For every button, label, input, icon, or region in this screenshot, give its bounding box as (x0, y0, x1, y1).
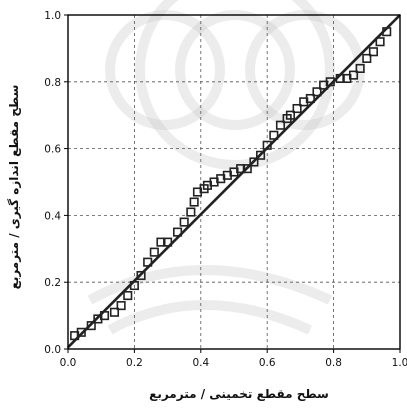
data-point-square (256, 150, 266, 160)
data-point-square (312, 87, 322, 97)
data-point-square (355, 63, 365, 73)
data-point-square (362, 53, 372, 63)
data-point-square (179, 217, 189, 227)
x-axis-title: سطح مقطع تخمینی / مترمربع (149, 387, 329, 401)
data-point-square (249, 157, 259, 167)
x-tick-label: 0.6 (259, 357, 276, 369)
y-axis-title: سطح مقطع اندازه گیری / مترمربع (7, 85, 21, 290)
x-tick-label: 1.0 (392, 357, 407, 369)
data-point-square (149, 247, 159, 257)
x-tick-label: 0.8 (325, 357, 342, 369)
data-point-square (123, 291, 133, 301)
y-tick-label: 0.2 (44, 277, 61, 289)
data-point-square (285, 110, 295, 120)
data-point-square (189, 197, 199, 207)
data-point-square (156, 237, 166, 247)
data-point-square (292, 103, 302, 114)
data-point-square (136, 270, 146, 281)
tick-labels: 0.0 0.2 0.4 0.6 0.8 1.0 0.0 0.2 0.4 0.6 0.8 1.0 (44, 10, 407, 369)
y-tick-label: 0.0 (44, 344, 61, 356)
y-tick-label: 0.4 (44, 210, 61, 222)
y-tick-label: 0.8 (44, 77, 61, 89)
data-point-square (86, 321, 96, 331)
data-point-square (269, 130, 279, 140)
data-point-square (305, 93, 315, 104)
data-point-square (76, 327, 86, 337)
plot-frame (67, 14, 401, 350)
data-point-square (116, 301, 126, 311)
plot-series (67, 14, 401, 349)
y-tick-label: 1.0 (44, 10, 61, 22)
x-tick-label: 0.4 (192, 357, 209, 369)
x-tick-label: 0.2 (126, 357, 143, 369)
fit-line (67, 14, 401, 349)
data-point-square (109, 307, 120, 317)
data-point-square (186, 207, 196, 217)
data-point-square (275, 120, 286, 130)
y-tick-label: 0.6 (44, 144, 61, 156)
x-tick-label: 0.0 (60, 357, 77, 369)
data-point-square (368, 47, 378, 57)
data-point-square (236, 164, 246, 174)
watermark-graphic (87, 0, 365, 335)
data-point-square (375, 37, 385, 47)
data-point-square (242, 164, 252, 174)
data-point-square (348, 70, 359, 80)
